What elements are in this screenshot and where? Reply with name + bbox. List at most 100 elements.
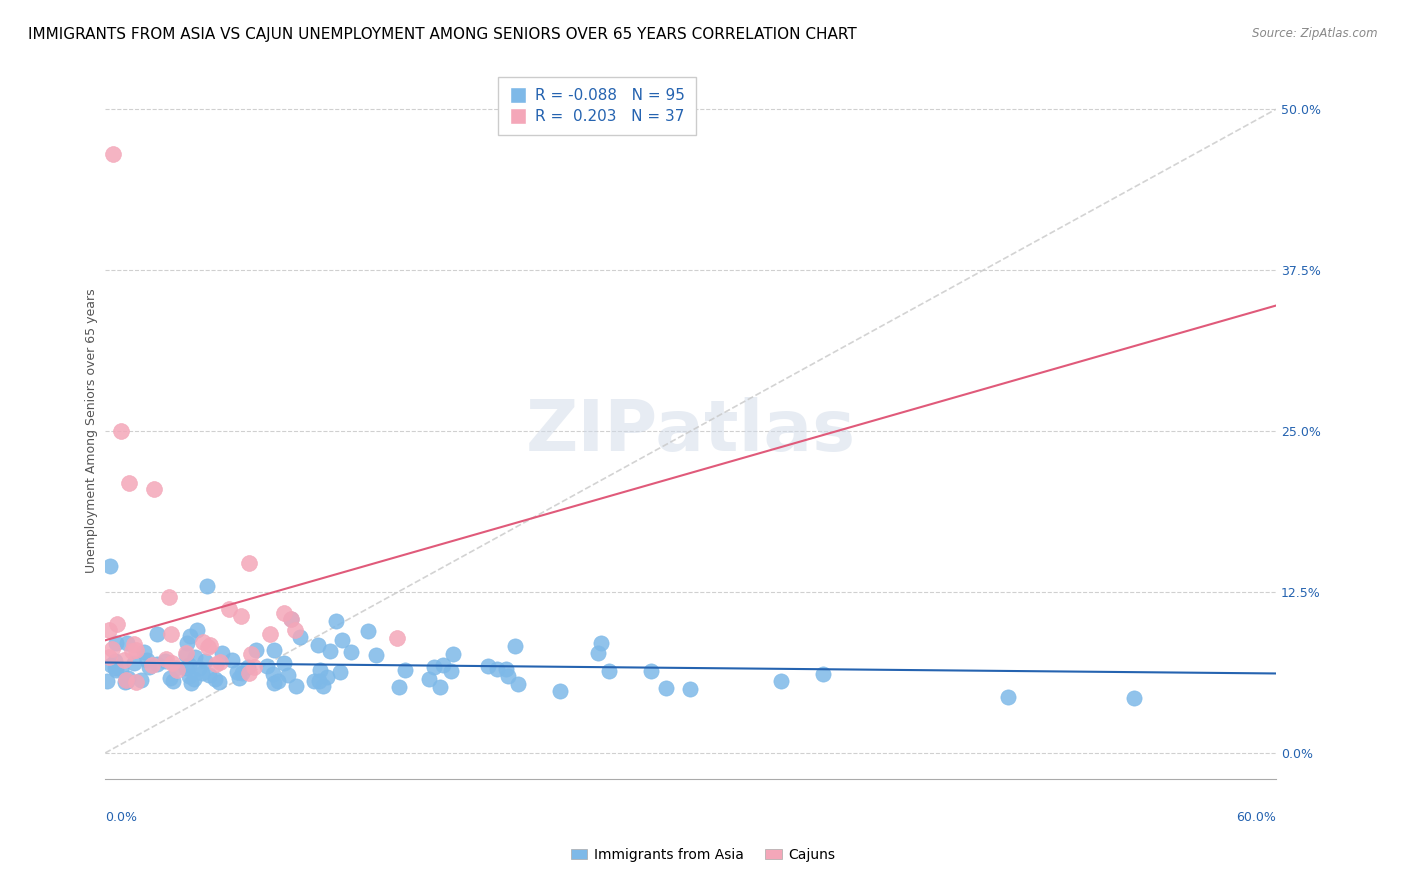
Point	[209, 656, 232, 670]
Point	[225, 665, 247, 680]
Point	[132, 645, 155, 659]
Point	[309, 663, 332, 677]
Point	[101, 642, 124, 657]
Point	[186, 623, 208, 637]
Point	[770, 673, 793, 688]
Point	[591, 636, 613, 650]
Point	[1122, 690, 1144, 705]
Point	[97, 649, 120, 664]
Point	[191, 634, 214, 648]
Point	[114, 653, 136, 667]
Point	[319, 643, 342, 657]
Point	[155, 652, 177, 666]
Point	[325, 614, 347, 628]
Point	[118, 475, 141, 490]
Point	[308, 674, 330, 689]
Point	[129, 673, 152, 687]
Point	[195, 579, 218, 593]
Point	[97, 623, 120, 637]
Point	[105, 663, 128, 677]
Point	[280, 612, 302, 626]
Point	[191, 666, 214, 681]
Point	[477, 659, 499, 673]
Point	[162, 674, 184, 689]
Point	[256, 659, 278, 673]
Point	[176, 661, 198, 675]
Point	[101, 147, 124, 161]
Point	[104, 654, 127, 668]
Point	[229, 608, 252, 623]
Point	[96, 674, 118, 689]
Point	[146, 626, 169, 640]
Point	[441, 647, 464, 661]
Point	[239, 647, 262, 661]
Point	[508, 676, 530, 690]
Point	[486, 662, 509, 676]
Point	[143, 482, 166, 496]
Point	[231, 666, 253, 681]
Point	[174, 646, 197, 660]
Point	[194, 654, 217, 668]
Point	[218, 602, 240, 616]
Point	[640, 665, 662, 679]
Point	[503, 639, 526, 653]
Point	[176, 636, 198, 650]
Point	[197, 668, 219, 682]
Point	[105, 617, 128, 632]
Point	[183, 672, 205, 686]
Point	[312, 679, 335, 693]
Point	[205, 657, 228, 672]
Text: 60.0%: 60.0%	[1236, 811, 1275, 824]
Text: 0.0%: 0.0%	[105, 811, 138, 824]
Point	[340, 645, 363, 659]
Point	[679, 682, 702, 697]
Point	[385, 632, 408, 646]
Point	[418, 672, 440, 686]
Point	[302, 673, 325, 688]
Point	[228, 672, 250, 686]
Point	[115, 673, 138, 687]
Point	[160, 627, 183, 641]
Point	[277, 668, 299, 682]
Point	[162, 657, 184, 671]
Point	[238, 556, 260, 570]
Point	[290, 631, 312, 645]
Point	[110, 662, 132, 676]
Point	[179, 629, 201, 643]
Point	[329, 665, 352, 679]
Point	[245, 643, 267, 657]
Y-axis label: Unemployment Among Seniors over 65 years: Unemployment Among Seniors over 65 years	[86, 289, 98, 574]
Point	[122, 636, 145, 650]
Legend: R = -0.088   N = 95, R =  0.203   N = 37: R = -0.088 N = 95, R = 0.203 N = 37	[498, 78, 696, 135]
Point	[125, 675, 148, 690]
Point	[117, 674, 139, 689]
Point	[432, 658, 454, 673]
Point	[284, 623, 307, 637]
Point	[316, 670, 339, 684]
Point	[188, 661, 211, 675]
Point	[273, 656, 295, 670]
Point	[180, 676, 202, 690]
Point	[115, 636, 138, 650]
Point	[184, 650, 207, 665]
Point	[263, 675, 285, 690]
Point	[110, 424, 132, 438]
Point	[141, 657, 163, 672]
Point	[273, 606, 295, 620]
Point	[157, 590, 180, 604]
Point	[243, 660, 266, 674]
Point	[177, 658, 200, 673]
Point	[121, 644, 143, 658]
Point	[394, 663, 416, 677]
Text: ZIPatlas: ZIPatlas	[526, 397, 856, 466]
Point	[285, 679, 308, 693]
Point	[423, 659, 446, 673]
Point	[136, 653, 159, 667]
Point	[236, 659, 259, 673]
Point	[330, 632, 353, 647]
Point	[267, 674, 290, 689]
Point	[174, 648, 197, 662]
Point	[125, 643, 148, 657]
Point	[811, 666, 834, 681]
Point	[307, 638, 329, 652]
